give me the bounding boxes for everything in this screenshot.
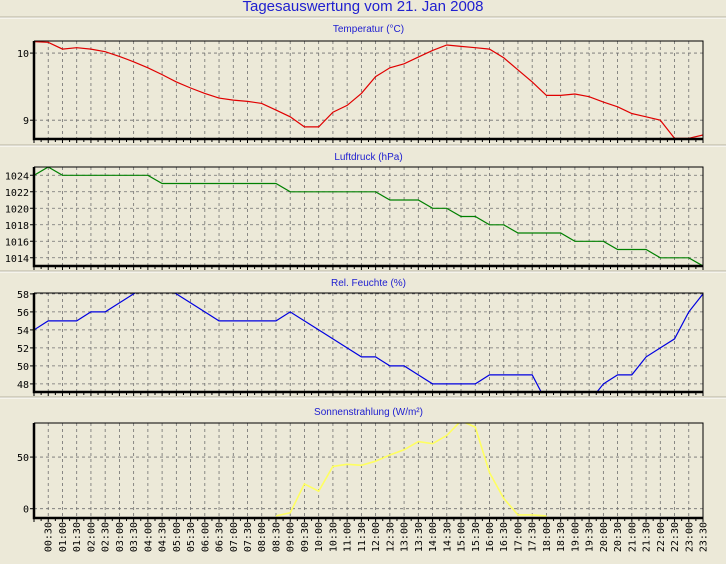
x-tick-label: 15:30 — [471, 522, 482, 552]
x-tick-label: 22:00 — [656, 522, 667, 552]
x-tick-label: 06:00 — [200, 522, 211, 552]
x-tick-label: 09:30 — [300, 522, 311, 552]
x-tick-label: 08:30 — [271, 522, 282, 552]
x-tick-label: 16:00 — [485, 522, 496, 552]
x-tick-label: 09:00 — [286, 522, 297, 552]
x-tick-label: 05:00 — [172, 522, 183, 552]
plot-frame — [34, 292, 704, 392]
chart-title: Temperatur (°C) — [333, 24, 404, 35]
x-tick-label: 15:00 — [457, 522, 468, 552]
y-tick-label: 50 — [17, 453, 29, 464]
series-line — [34, 167, 703, 266]
y-tick-label: 56 — [17, 308, 29, 319]
x-tick-label: 03:00 — [115, 522, 126, 552]
y-tick-label: 1018 — [5, 221, 29, 232]
x-tick-label: 10:30 — [328, 522, 339, 552]
y-tick-label: 1024 — [5, 171, 29, 182]
chart-title: Sonnenstrahlung (W/m²) — [314, 407, 423, 418]
y-tick-label: 50 — [17, 362, 29, 373]
x-tick-label: 10:00 — [314, 522, 325, 552]
x-tick-label: 03:30 — [129, 522, 140, 552]
y-tick-label: 52 — [17, 344, 29, 355]
x-tick-label: 01:30 — [72, 522, 83, 552]
x-tick-label: 18:00 — [542, 522, 553, 552]
x-tick-label: 18:30 — [556, 522, 567, 552]
plot-frame — [34, 166, 704, 266]
series-line — [275, 423, 547, 517]
x-tick-label: 02:00 — [86, 522, 97, 552]
y-tick-label: 58 — [17, 290, 29, 301]
x-tick-label: 19:30 — [585, 522, 596, 552]
x-tick-label: 06:30 — [215, 522, 226, 552]
chart-panel-4: Sonnenstrahlung (W/m²) 0 50 — [0, 396, 726, 522]
page-title: Tagesauswertung vom 21. Jan 2008 — [242, 0, 484, 15]
x-tick-label: 19:00 — [570, 522, 581, 552]
y-tick-label: 10 — [17, 49, 29, 60]
y-tick-label: 0 — [23, 505, 29, 516]
x-tick-label: 02:30 — [101, 522, 112, 552]
chart-title: Rel. Feuchte (%) — [331, 278, 406, 289]
x-tick-label: 23:30 — [699, 522, 710, 552]
x-tick-label: 16:30 — [499, 522, 510, 552]
chart-panel-2: Luftdruck (hPa) 1014 1016 1018 1020 1022 1024 — [0, 144, 726, 270]
plot-axes — [32, 167, 703, 268]
plot-axes — [32, 293, 703, 394]
x-tick-label: 00:30 — [44, 522, 55, 552]
series-line — [34, 293, 703, 392]
x-tick-label: 08:00 — [257, 522, 268, 552]
plot-frame — [34, 40, 704, 139]
plot-frame — [34, 422, 704, 518]
plot-axes — [32, 423, 703, 520]
y-tick-label: 48 — [17, 380, 29, 391]
x-tick-label: 20:00 — [599, 522, 610, 552]
x-tick-label: 14:30 — [442, 522, 453, 552]
y-tick-label: 1020 — [5, 204, 29, 215]
y-tick-label: 9 — [23, 116, 29, 127]
series-line — [34, 41, 703, 139]
x-tick-label: 12:30 — [385, 522, 396, 552]
x-tick-label: 11:00 — [343, 522, 354, 552]
x-tick-label: 07:00 — [229, 522, 240, 552]
y-tick-label: 54 — [17, 326, 29, 337]
x-tick-label: 14:00 — [428, 522, 439, 552]
x-tick-label: 05:30 — [186, 522, 197, 552]
x-tick-label: 04:00 — [143, 522, 154, 552]
x-tick-label: 17:30 — [528, 522, 539, 552]
x-tick-label: 13:30 — [414, 522, 425, 552]
x-tick-label: 13:00 — [400, 522, 411, 552]
y-tick-label: 1016 — [5, 237, 29, 248]
x-tick-label: 21:00 — [627, 522, 638, 552]
plot-axes — [32, 41, 703, 141]
y-tick-label: 1022 — [5, 188, 29, 199]
chart-panel-1: Temperatur (°C) 9 10 — [0, 16, 726, 143]
x-tick-label: 07:30 — [243, 522, 254, 552]
x-tick-label: 23:00 — [684, 522, 695, 552]
x-tick-label: 17:00 — [513, 522, 524, 552]
y-tick-label: 1014 — [5, 254, 29, 265]
x-tick-label: 20:30 — [613, 522, 624, 552]
chart-panel-3: Rel. Feuchte (%) 48 50 52 54 56 58 — [0, 270, 726, 396]
x-tick-label: 21:30 — [642, 522, 653, 552]
x-tick-label: 22:30 — [670, 522, 681, 552]
x-tick-label: 04:30 — [158, 522, 169, 552]
x-tick-label: 12:00 — [371, 522, 382, 552]
x-tick-label: 01:00 — [58, 522, 69, 552]
chart-title: Luftdruck (hPa) — [334, 152, 402, 163]
x-tick-label: 11:30 — [357, 522, 368, 552]
